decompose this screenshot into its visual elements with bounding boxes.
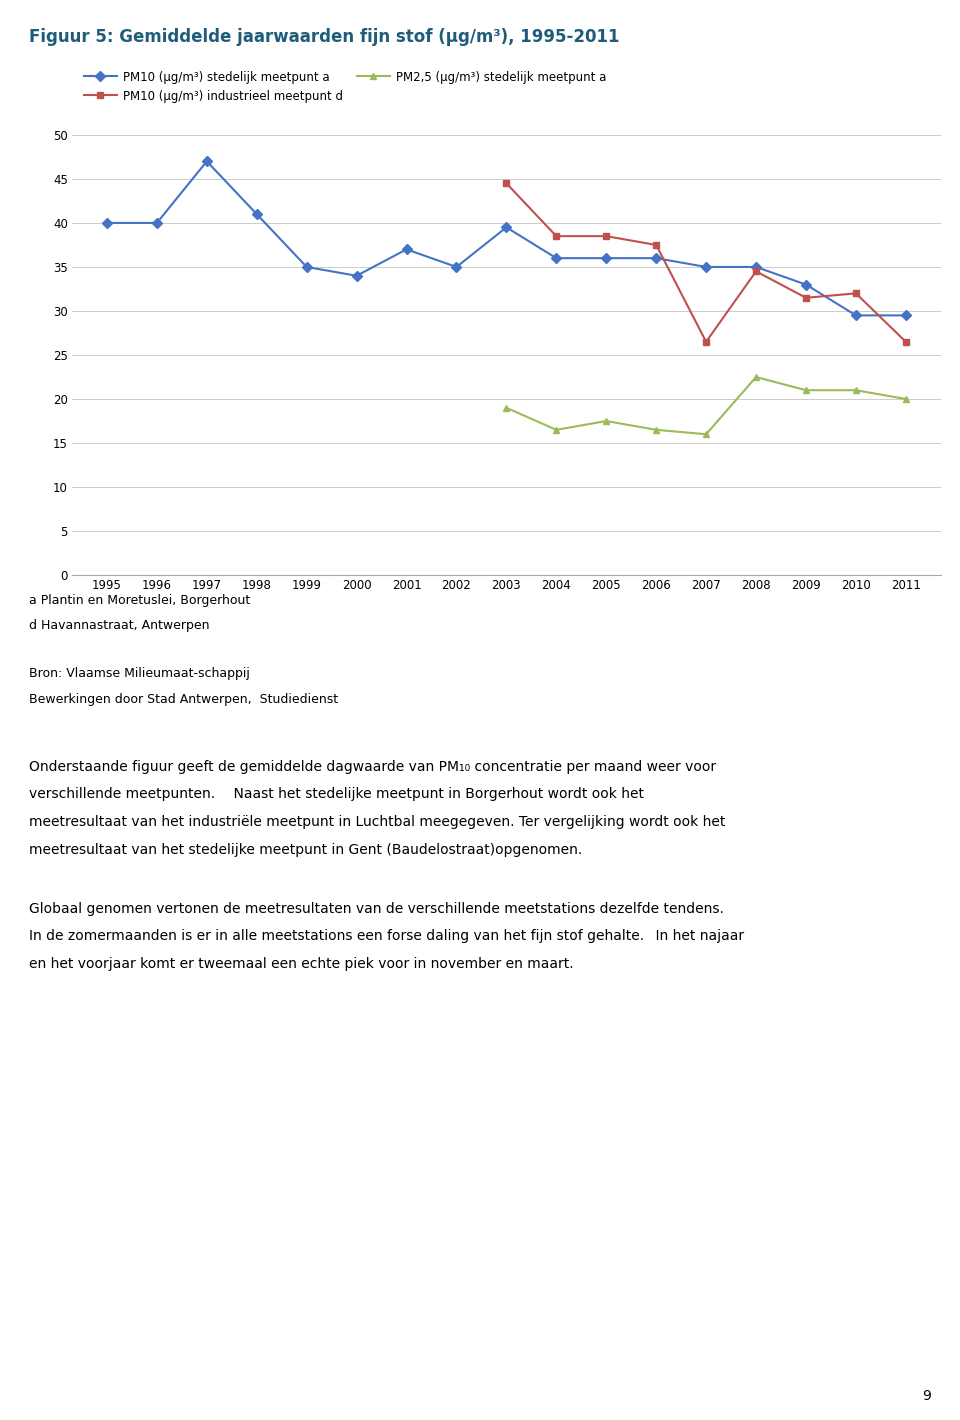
Text: Bron: Vlaamse Milieumaat­schappij: Bron: Vlaamse Milieumaat­schappij (29, 667, 250, 680)
Text: a Plantin en Moretuslei, Borgerhout: a Plantin en Moretuslei, Borgerhout (29, 594, 250, 606)
Text: Globaal genomen vertonen de meetresultaten van de verschillende meetstations dez: Globaal genomen vertonen de meetresultat… (29, 902, 724, 916)
Text: meetresultaat van het stedelijke meetpunt in Gent (Baudelostraat)opgenomen.: meetresultaat van het stedelijke meetpun… (29, 843, 582, 856)
Text: d Havannastraat, Antwerpen: d Havannastraat, Antwerpen (29, 619, 209, 632)
Legend: PM10 (μg/m³) stedelijk meetpunt a, PM10 (μg/m³) industrieel meetpunt d, PM2,5 (μ: PM10 (μg/m³) stedelijk meetpunt a, PM10 … (78, 65, 612, 109)
Text: Figuur 5: Gemiddelde jaarwaarden fijn stof (μg/m³), 1995-2011: Figuur 5: Gemiddelde jaarwaarden fijn st… (29, 28, 619, 47)
Text: Onderstaande figuur geeft de gemiddelde dagwaarde van PM₁₀ concentratie per maan: Onderstaande figuur geeft de gemiddelde … (29, 760, 716, 774)
Text: Bewerkingen door Stad Antwerpen,  Studiedienst: Bewerkingen door Stad Antwerpen, Studied… (29, 693, 338, 706)
Text: meetresultaat van het industriële meetpunt in Luchtbal meegegeven. Ter vergelijk: meetresultaat van het industriële meetpu… (29, 815, 725, 829)
Text: In de zomermaanden is er in alle meetstations een forse daling van het fijn stof: In de zomermaanden is er in alle meetsta… (29, 930, 744, 943)
Text: en het voorjaar komt er tweemaal een echte piek voor in november en maart.: en het voorjaar komt er tweemaal een ech… (29, 957, 573, 971)
Text: verschillende meetpunten.   Naast het stedelijke meetpunt in Borgerhout wordt oo: verschillende meetpunten. Naast het sted… (29, 787, 644, 801)
Text: 9: 9 (923, 1389, 931, 1403)
